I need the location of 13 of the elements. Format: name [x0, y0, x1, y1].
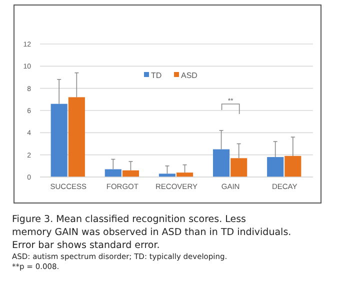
bar — [212, 149, 230, 177]
legend-label: TD — [151, 70, 162, 80]
bar — [284, 156, 302, 177]
bar — [68, 97, 85, 177]
legend-label: ASD — [181, 70, 198, 80]
caption: Figure 3. Mean classified recognition scores. Less memory GAIN was observed in ASD than in TD individuals. Error bar shows standard error. — [12, 214, 292, 251]
bar — [50, 104, 68, 177]
bar — [158, 174, 176, 177]
bar — [267, 157, 284, 177]
bar — [176, 172, 194, 177]
bar — [230, 158, 248, 177]
bar — [104, 169, 122, 177]
bar — [122, 170, 140, 177]
